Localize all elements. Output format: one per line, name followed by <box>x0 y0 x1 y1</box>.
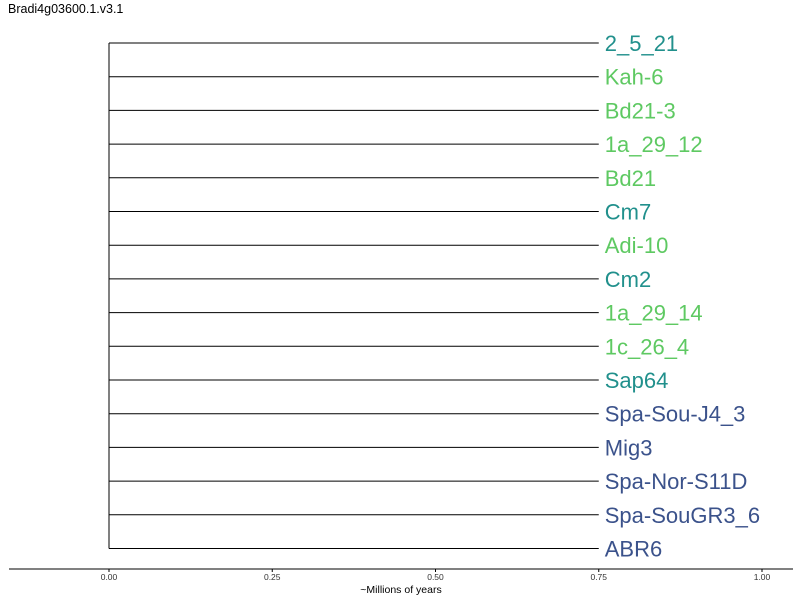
leaf-label: Sap64 <box>605 368 669 393</box>
leaf-label: ABR6 <box>605 537 662 562</box>
x-tick-label: 0.25 <box>264 572 281 582</box>
leaf-label: Spa-SouGR3_6 <box>605 503 760 528</box>
leaf-label: Cm2 <box>605 267 651 292</box>
leaf-label: Spa-Nor-S11D <box>605 469 748 494</box>
x-axis: 0.00 0.25 0.50 0.75 1.00 ~Millions of years <box>9 568 793 596</box>
leaf-label: Kah-6 <box>605 65 664 90</box>
leaf-label: Bd21 <box>605 166 656 191</box>
leaf-label: Bd21-3 <box>605 98 676 123</box>
x-tick-label: 0.00 <box>101 572 118 582</box>
leaf-label: Mig3 <box>605 435 653 460</box>
x-tick-label: 1.00 <box>754 572 771 582</box>
x-tick-label: 0.75 <box>590 572 607 582</box>
leaf-label: 1c_26_4 <box>605 334 689 359</box>
leaf-labels: 2_5_21 Kah-6 Bd21-3 1a_29_12 Bd21 Cm7 Adi-10 Cm… <box>605 31 760 562</box>
gene-title: Bradi4g03600.1.v3.1 <box>8 2 124 16</box>
x-axis-title: ~Millions of years <box>360 584 441 596</box>
leaf-label: 1a_29_12 <box>605 132 703 157</box>
tree-branches <box>108 42 599 549</box>
leaf-label: Cm7 <box>605 200 651 225</box>
x-tick-label: 0.50 <box>427 572 444 582</box>
leaf-label: Spa-Sou-J4_3 <box>605 402 746 427</box>
leaf-label: Adi-10 <box>605 233 669 258</box>
leaf-label: 1a_29_14 <box>605 301 703 326</box>
leaf-label: 2_5_21 <box>605 31 678 56</box>
